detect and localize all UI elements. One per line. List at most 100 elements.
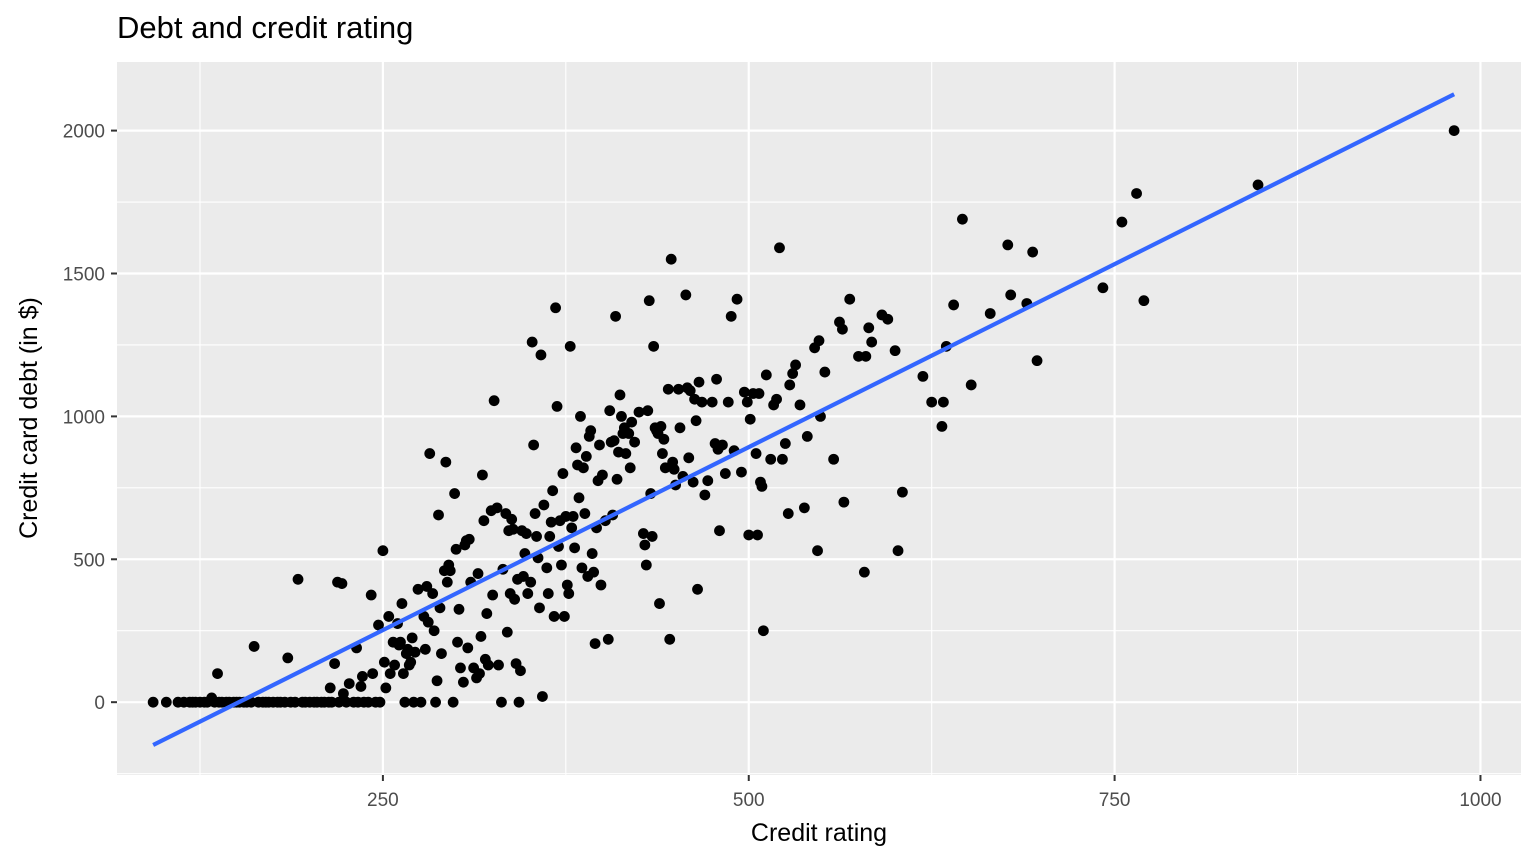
- data-point: [329, 658, 341, 669]
- data-point: [455, 662, 466, 674]
- data-point: [658, 433, 670, 445]
- data-point: [1027, 246, 1039, 258]
- data-point: [1116, 216, 1128, 228]
- data-point: [765, 453, 777, 465]
- data-point: [741, 396, 753, 408]
- data-point: [779, 438, 791, 449]
- data-point: [501, 626, 513, 638]
- data-point: [569, 542, 581, 554]
- data-point: [736, 466, 747, 478]
- data-point: [639, 539, 651, 551]
- x-tick-label: 250: [367, 790, 399, 811]
- data-point: [427, 588, 439, 599]
- data-point: [844, 293, 856, 305]
- data-point: [537, 691, 548, 702]
- data-point: [412, 583, 424, 595]
- data-point: [753, 388, 765, 399]
- data-point: [687, 476, 699, 488]
- data-point: [436, 648, 447, 659]
- data-point: [725, 310, 737, 322]
- data-point: [936, 420, 948, 432]
- data-point: [248, 641, 260, 652]
- data-point: [538, 499, 550, 511]
- data-point: [633, 406, 645, 418]
- data-point: [801, 430, 813, 442]
- data-point: [477, 469, 488, 481]
- data-point: [357, 671, 368, 682]
- data-point: [450, 543, 462, 555]
- data-point: [813, 335, 825, 347]
- data-point: [794, 399, 806, 411]
- data-point: [731, 293, 743, 305]
- data-point: [690, 415, 702, 427]
- data-point: [472, 568, 484, 579]
- data-point: [717, 439, 728, 451]
- y-tick-label: 1000: [63, 407, 105, 428]
- x-axis: 250 500 750 1000: [367, 775, 1502, 811]
- data-point: [430, 696, 441, 708]
- data-point: [1138, 295, 1150, 307]
- data-point: [743, 529, 755, 541]
- data-point: [654, 598, 665, 609]
- data-point: [926, 396, 938, 408]
- data-point: [447, 696, 459, 708]
- data-point: [405, 656, 417, 668]
- data-point: [534, 602, 545, 614]
- data-point: [343, 678, 355, 690]
- data-point: [496, 696, 507, 708]
- data-point: [586, 548, 598, 559]
- data-point: [383, 611, 395, 622]
- data-point: [604, 405, 616, 417]
- y-tick-label: 0: [94, 693, 105, 714]
- data-point: [570, 442, 582, 454]
- data-point: [481, 608, 493, 619]
- data-point: [336, 578, 348, 589]
- data-point: [421, 581, 433, 592]
- data-point: [777, 453, 788, 465]
- data-point: [160, 696, 172, 708]
- data-point: [699, 489, 711, 501]
- data-point: [696, 396, 708, 408]
- data-point: [616, 410, 627, 422]
- data-point: [378, 656, 390, 668]
- data-point: [620, 448, 632, 459]
- data-point: [520, 528, 532, 539]
- chart-title: Debt and credit rating: [117, 10, 414, 45]
- data-point: [462, 642, 474, 654]
- data-points: [147, 125, 1460, 708]
- y-tick-label: 1500: [63, 264, 105, 285]
- data-point: [657, 448, 668, 459]
- data-point: [488, 395, 500, 407]
- data-point: [474, 668, 485, 680]
- data-point: [643, 295, 655, 307]
- data-point: [756, 481, 768, 492]
- data-point: [282, 652, 294, 664]
- data-point: [526, 336, 538, 348]
- data-point: [558, 611, 570, 622]
- data-point: [665, 253, 677, 265]
- data-point: [588, 566, 600, 578]
- data-point: [424, 448, 436, 459]
- data-point: [892, 545, 904, 557]
- data-point: [457, 676, 469, 688]
- data-point: [1448, 125, 1460, 136]
- data-point: [594, 439, 605, 451]
- data-point: [597, 469, 608, 481]
- data-point: [528, 439, 540, 451]
- data-point: [752, 529, 763, 541]
- data-point: [858, 566, 870, 578]
- data-point: [828, 453, 840, 465]
- data-point: [493, 659, 504, 671]
- data-point: [440, 456, 452, 468]
- data-point: [409, 646, 421, 658]
- data-point: [790, 359, 801, 371]
- data-point: [491, 502, 503, 514]
- data-point: [365, 589, 377, 601]
- data-point: [396, 598, 408, 609]
- data-point: [551, 400, 563, 412]
- data-point: [626, 416, 638, 428]
- x-tick-label: 1000: [1459, 790, 1501, 811]
- data-point: [760, 369, 772, 381]
- data-point: [957, 213, 968, 225]
- data-point: [757, 625, 769, 637]
